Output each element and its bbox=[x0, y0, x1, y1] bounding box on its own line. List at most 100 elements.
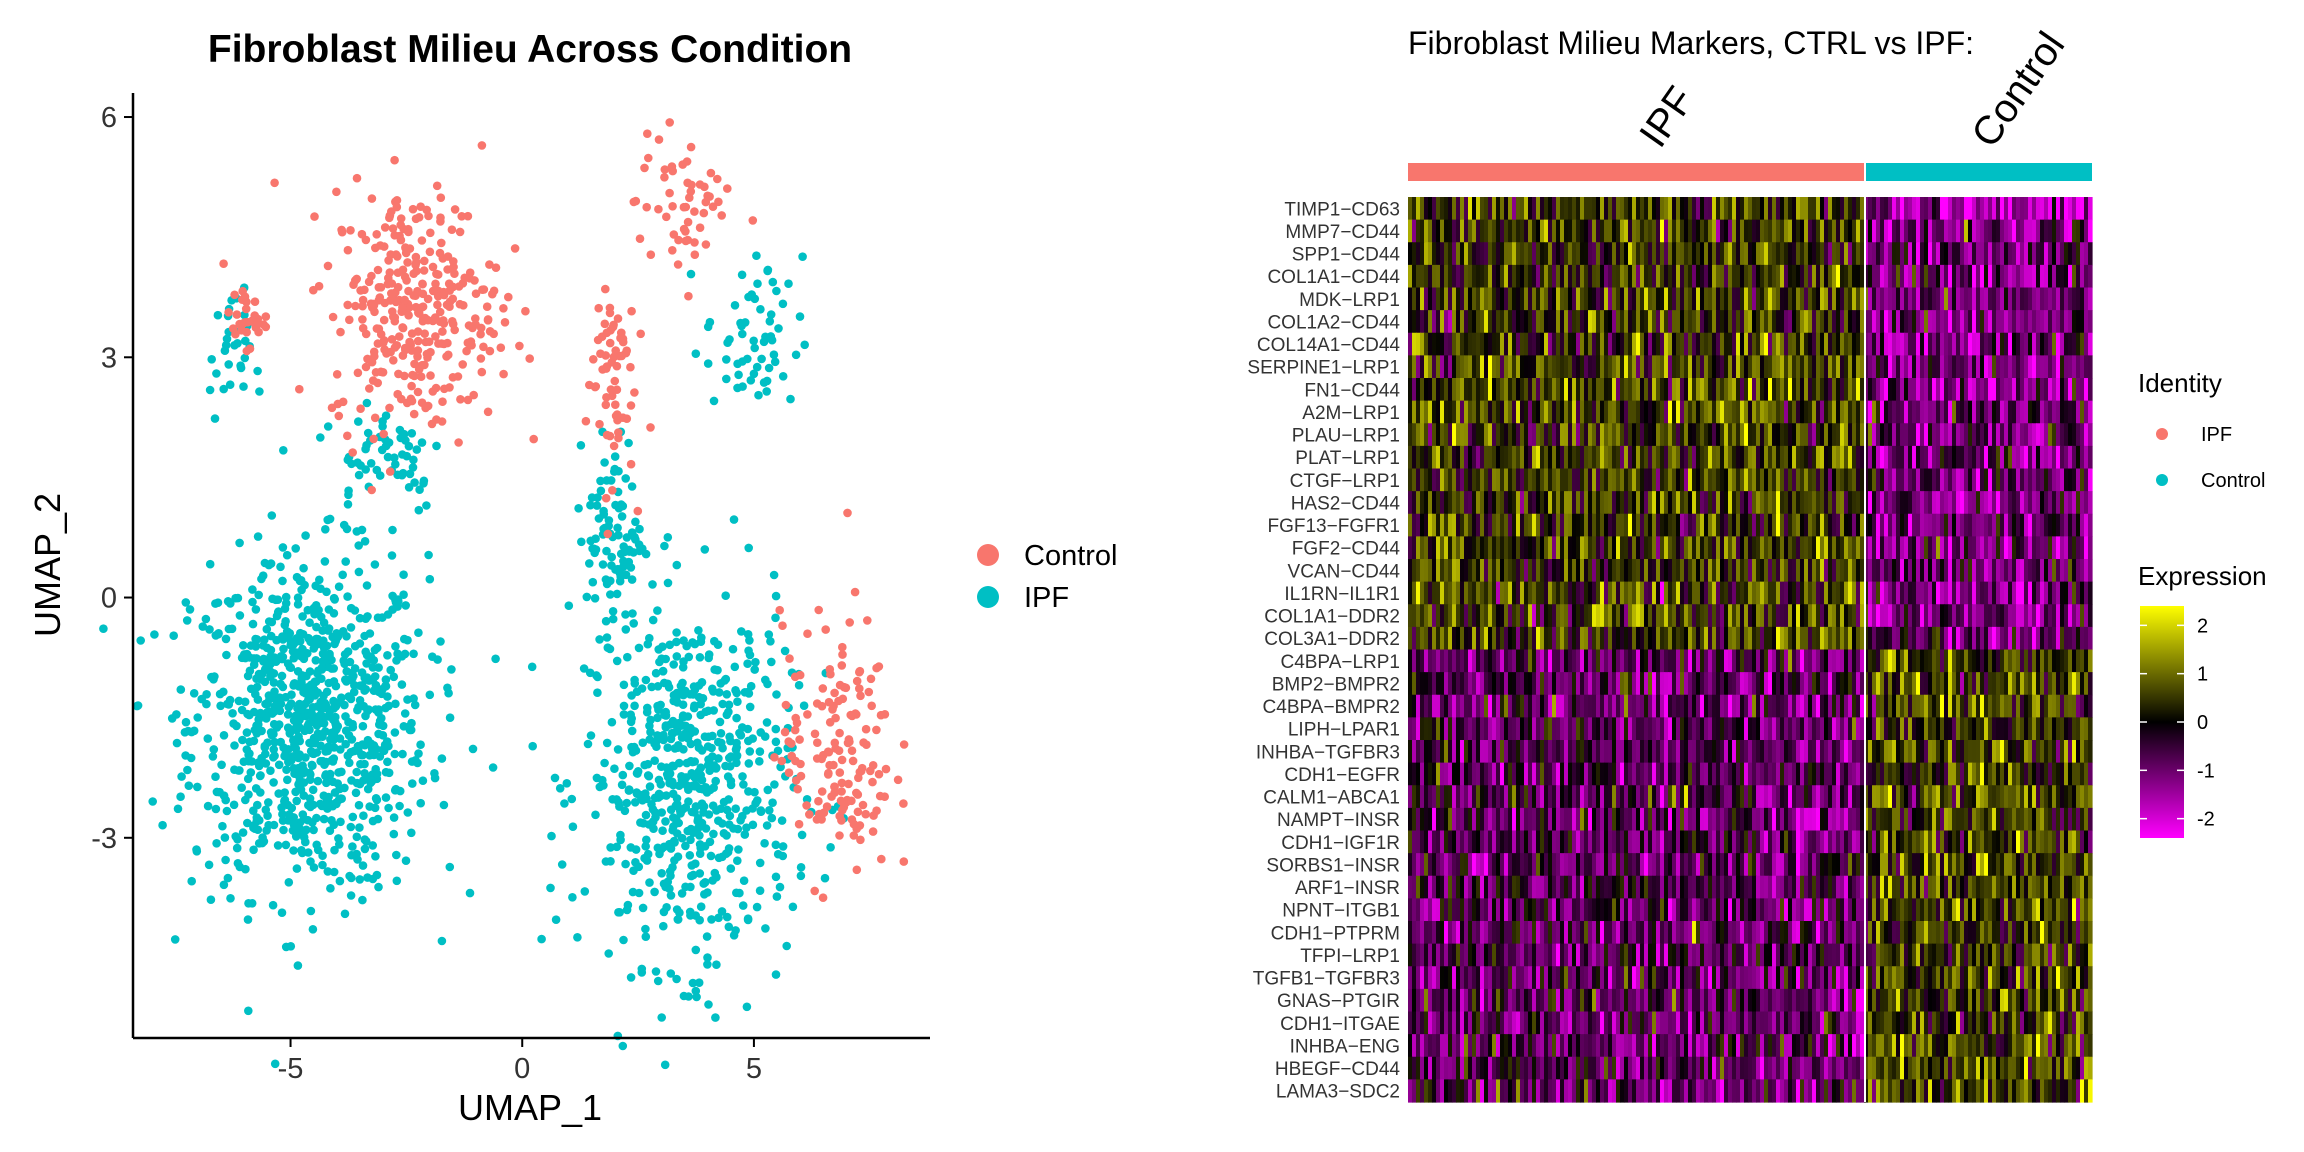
heatmap-cell bbox=[1548, 445, 1553, 470]
heatmap-cell bbox=[1508, 513, 1513, 537]
umap-point bbox=[627, 714, 636, 723]
heatmap-cell bbox=[1892, 310, 1897, 334]
heatmap-cell bbox=[1628, 468, 1633, 492]
heatmap-cell bbox=[1432, 332, 1437, 356]
umap-point bbox=[641, 842, 650, 851]
umap-point bbox=[280, 620, 290, 630]
heatmap-cell bbox=[1508, 355, 1513, 379]
umap-point bbox=[745, 702, 755, 712]
umap-point bbox=[659, 907, 669, 917]
heatmap-cell bbox=[1828, 378, 1833, 402]
heatmap-cell bbox=[1748, 264, 1753, 289]
umap-point bbox=[282, 765, 291, 774]
umap-point bbox=[618, 501, 628, 511]
umap-point bbox=[689, 772, 699, 781]
heatmap-cell bbox=[1412, 197, 1417, 221]
heatmap-cell bbox=[1980, 219, 1985, 243]
heatmap-cell bbox=[1852, 378, 1857, 402]
heatmap-cell bbox=[1728, 468, 1733, 492]
heatmap-cell bbox=[1708, 332, 1713, 356]
heatmap-cell bbox=[1424, 242, 1429, 266]
umap-point bbox=[340, 650, 350, 659]
heatmap-cell bbox=[2056, 513, 2061, 537]
umap-point bbox=[665, 778, 674, 788]
heatmap-cell bbox=[1876, 400, 1881, 424]
heatmap-cell bbox=[1948, 264, 1953, 289]
heatmap-cell bbox=[1508, 310, 1513, 334]
heatmap-cell bbox=[1684, 242, 1689, 266]
heatmap-cell bbox=[1536, 378, 1541, 402]
umap-point bbox=[617, 351, 626, 361]
heatmap-cell bbox=[2000, 400, 2005, 424]
heatmap-cell bbox=[1452, 513, 1457, 537]
heatmap-cell bbox=[1912, 445, 1917, 470]
heatmap-cell bbox=[1576, 491, 1581, 515]
umap-point bbox=[362, 441, 371, 450]
heatmap-cell bbox=[1840, 264, 1845, 289]
heatmap-cell bbox=[1424, 332, 1429, 356]
heatmap-cell bbox=[1804, 423, 1809, 447]
heatmap-cell bbox=[1844, 219, 1849, 243]
umap-point bbox=[433, 270, 443, 279]
heatmap-cell bbox=[1416, 332, 1421, 356]
umap-point bbox=[713, 640, 723, 649]
umap-point bbox=[378, 422, 387, 431]
heatmap-cell bbox=[1736, 287, 1741, 311]
heatmap-cell bbox=[1884, 287, 1889, 311]
heatmap-cell bbox=[1472, 468, 1477, 492]
heatmap-cell bbox=[1660, 445, 1665, 470]
umap-point bbox=[426, 228, 435, 238]
heatmap-cell bbox=[1736, 264, 1741, 289]
heatmap-cell bbox=[1872, 445, 1877, 470]
heatmap-cell bbox=[1952, 310, 1957, 334]
heatmap-cell bbox=[2004, 400, 2009, 424]
umap-point bbox=[696, 902, 706, 911]
heatmap-cell bbox=[2004, 264, 2009, 289]
heatmap-cell bbox=[1800, 491, 1805, 515]
heatmap-cell bbox=[1808, 242, 1813, 266]
umap-point bbox=[150, 630, 159, 639]
umap-point bbox=[663, 679, 672, 689]
heatmap-cell bbox=[2036, 400, 2041, 424]
heatmap-cell bbox=[1516, 445, 1521, 470]
heatmap-cell bbox=[1508, 219, 1513, 243]
heatmap-cell bbox=[2008, 197, 2013, 221]
heatmap-cell bbox=[2056, 264, 2061, 289]
heatmap-cell bbox=[1656, 445, 1661, 470]
heatmap-cell bbox=[1488, 445, 1493, 470]
heatmap-cell bbox=[2040, 400, 2045, 424]
heatmap-cell bbox=[1588, 400, 1593, 424]
umap-point bbox=[686, 723, 695, 733]
heatmap-cell bbox=[1616, 468, 1621, 492]
umap-point bbox=[244, 1006, 253, 1016]
heatmap-cell bbox=[1464, 197, 1469, 221]
umap-point bbox=[769, 570, 779, 580]
heatmap-cell bbox=[1912, 423, 1917, 447]
umap-point bbox=[423, 401, 433, 411]
umap-point bbox=[421, 337, 431, 347]
umap-point bbox=[245, 344, 255, 354]
umap-point bbox=[721, 849, 731, 858]
heatmap-cell bbox=[1692, 445, 1697, 470]
umap-point bbox=[414, 213, 424, 222]
umap-point bbox=[593, 335, 603, 345]
heatmap-cell bbox=[1748, 378, 1753, 402]
heatmap-cell bbox=[1756, 264, 1761, 289]
heatmap-cell bbox=[1528, 355, 1533, 379]
heatmap-cell bbox=[1696, 197, 1701, 221]
heatmap-cell bbox=[1996, 355, 2001, 379]
heatmap-cell bbox=[2020, 355, 2025, 379]
umap-point bbox=[354, 567, 364, 577]
heatmap-cell bbox=[1444, 355, 1449, 379]
heatmap-cell bbox=[1912, 400, 1917, 424]
umap-point bbox=[700, 545, 710, 554]
heatmap-cell bbox=[1416, 264, 1421, 289]
heatmap-cell bbox=[1988, 513, 1993, 537]
umap-point bbox=[622, 798, 632, 808]
heatmap-cell bbox=[1832, 378, 1837, 402]
heatmap-cell bbox=[1540, 445, 1545, 470]
heatmap-cell bbox=[1968, 355, 1973, 379]
umap-point bbox=[736, 318, 745, 328]
umap-point bbox=[203, 801, 213, 811]
umap-point bbox=[718, 819, 727, 828]
